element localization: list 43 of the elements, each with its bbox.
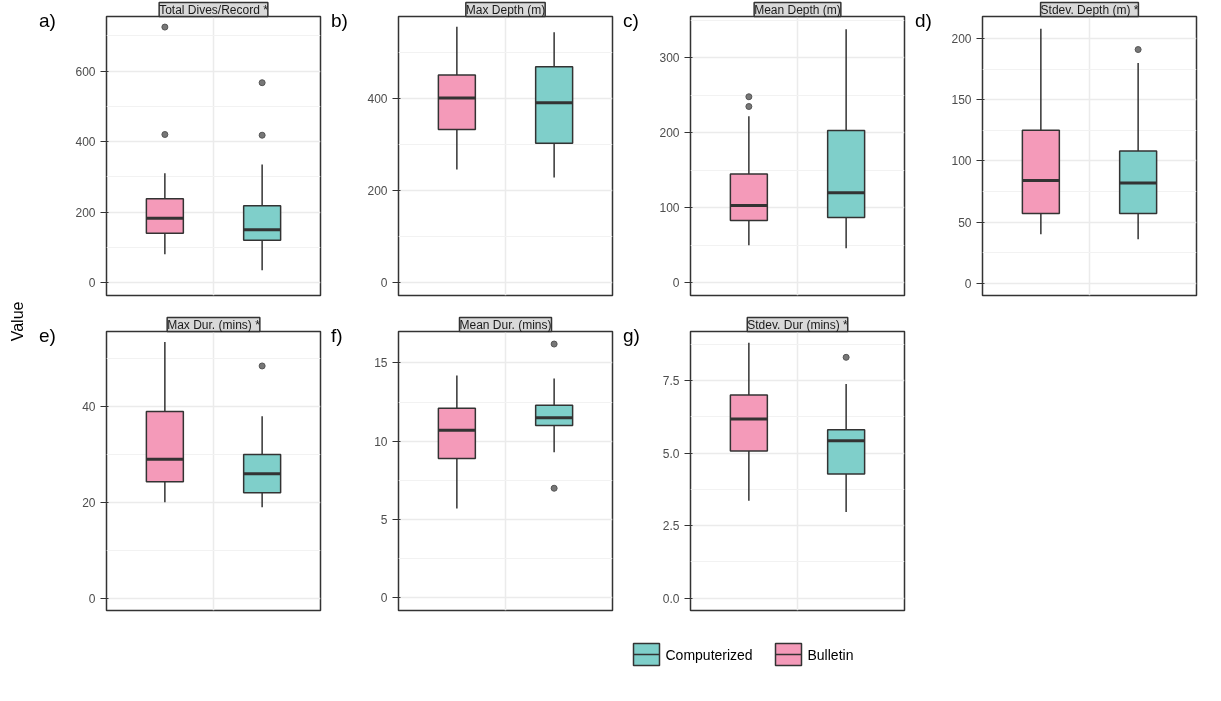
y-tick-label: 5: [380, 513, 388, 528]
y-tick-label: 0: [88, 591, 96, 606]
y-tick-label: 200: [951, 32, 972, 47]
y-tick-label: 40: [82, 400, 96, 415]
chart-title: Max Depth (m): [465, 2, 546, 17]
text: a): [39, 9, 56, 33]
y-tick-label: 400: [75, 135, 96, 150]
chart-title: Stdev. Dur (mins) *: [747, 317, 849, 332]
y-tick-label: 100: [659, 201, 680, 216]
y-tick-label: 10: [374, 434, 388, 449]
y-tick-label: 400: [367, 91, 388, 106]
y-tick-label: 600: [75, 64, 96, 79]
y-tick-label: 0: [964, 276, 972, 291]
text: c): [623, 9, 639, 33]
y-tick-label: 15: [374, 356, 388, 371]
y-tick-label: 0.0: [662, 591, 680, 606]
chart-title: Mean Dur. (mins): [459, 317, 552, 332]
text: g): [623, 324, 640, 348]
text: b): [331, 9, 348, 33]
legend-label: Computerized: [665, 646, 753, 663]
text: f): [331, 324, 343, 348]
y-tick-label: 5.0: [662, 446, 680, 461]
y-tick-label: 50: [958, 215, 972, 230]
y-tick-label: 100: [951, 154, 972, 169]
y-tick-label: 0: [380, 591, 388, 606]
chart-title: Stdev. Depth (m) *: [1040, 2, 1139, 17]
text: e): [39, 324, 56, 348]
text: d): [915, 9, 932, 33]
y-tick-label: 2.5: [662, 519, 680, 534]
y-tick-label: 200: [75, 205, 96, 220]
y-tick-label: 7.5: [662, 374, 680, 389]
y-tick-label: 200: [367, 183, 388, 198]
y-tick-label: 150: [951, 93, 972, 108]
y-tick-label: 20: [82, 495, 96, 510]
y-tick-label: 300: [659, 51, 680, 66]
y-tick-label: 0: [672, 276, 680, 291]
y-tick-label: 200: [659, 126, 680, 141]
chart-title: Mean Depth (m): [754, 2, 841, 17]
legend-label: Bulletin: [807, 646, 854, 663]
y-axis-title: Value: [8, 301, 28, 342]
y-tick-label: 0: [380, 276, 388, 291]
y-tick-label: 0: [88, 275, 96, 290]
chart-title: Max Dur. (mins) *: [167, 317, 261, 332]
